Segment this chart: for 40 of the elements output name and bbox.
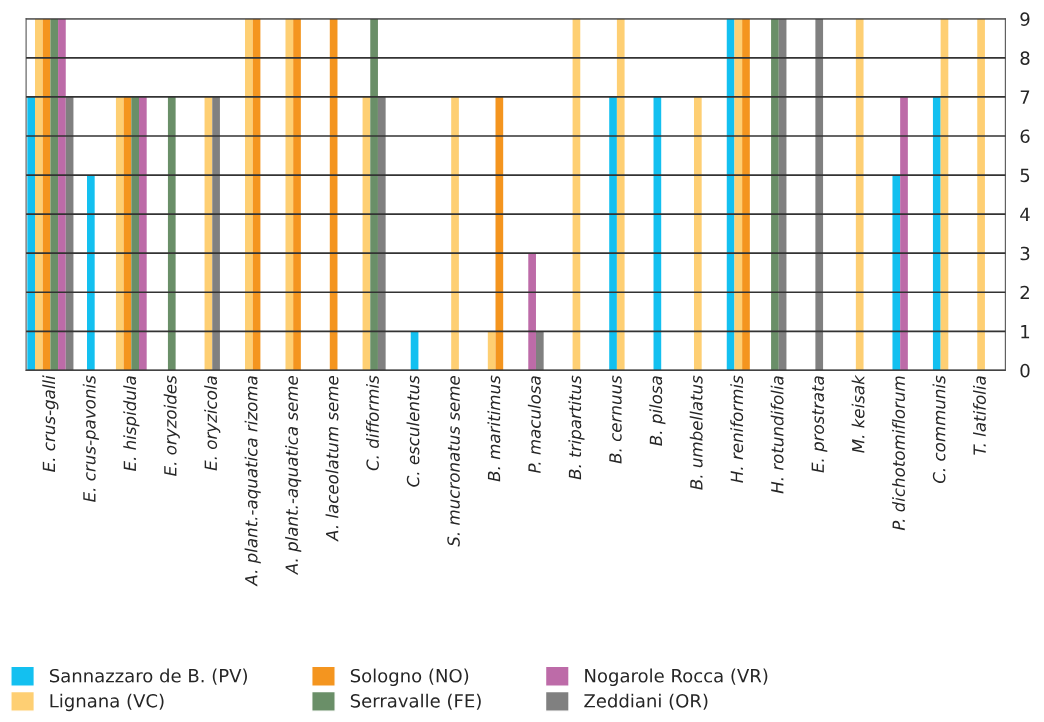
y-tick-label: 8 — [1020, 51, 1030, 65]
x-tick-label: E. oryzicola — [204, 376, 221, 471]
legend-label: Nogarole Rocca (VR) — [585, 668, 768, 687]
x-tick-label: B. umbellatus — [689, 375, 703, 490]
x-tick-label: E. oryzoides — [163, 375, 180, 476]
y-tick-label: 2 — [1020, 285, 1029, 300]
legend-label: Lignana (VC) — [50, 693, 164, 712]
legend-label: Serravalle (FE) — [350, 693, 481, 710]
x-tick-label: P. maculosa — [527, 376, 541, 474]
x-tick-label: E. hispidula — [123, 376, 140, 471]
x-tick-label: B. cernuus — [609, 375, 622, 464]
x-tick-label: B. tripartitus — [568, 375, 585, 480]
y-tick-label: 4 — [1020, 207, 1030, 221]
y-tick-label: 5 — [1020, 168, 1030, 183]
x-tick-label: B. pilosa — [649, 376, 666, 446]
x-tick-label: M. keisak — [851, 374, 865, 453]
x-tick-label: A. plant.-aquatica rizoma — [244, 376, 261, 587]
y-tick-label: 6 — [1020, 129, 1030, 144]
y-tick-label: 9 — [1020, 12, 1030, 26]
legend-label: Zeddiani (OR) — [584, 693, 708, 710]
x-tick-label: H. reniformis — [730, 375, 744, 483]
x-tick-label: B. maritimus — [487, 375, 501, 482]
x-tick-label: S. mucronatus seme — [447, 375, 460, 547]
x-tick-label: E. crus-galli — [42, 375, 59, 472]
y-tick-label: 7 — [1020, 90, 1030, 104]
x-tick-label: H. rotundifolia — [770, 376, 784, 494]
x-tick-label: E. prostrata — [811, 376, 828, 473]
y-tick-label: 1 — [1021, 325, 1030, 339]
x-tick-label: C. difformis — [366, 375, 379, 471]
x-tick-label: C. esculentus — [406, 375, 420, 487]
x-tick-label: C. communis — [932, 375, 946, 484]
x-tick-label: T. latifolia — [973, 376, 986, 455]
legend-label: Sannazzaro de B. (PV) — [49, 668, 247, 685]
legend-label: Sologno (NO) — [350, 668, 469, 687]
x-tick-label: A. laceolatum seme — [325, 375, 339, 542]
x-tick-label: A. plant.-aquatica seme — [285, 375, 302, 576]
y-tick-label: 3 — [1020, 246, 1030, 261]
y-tick-label: 0 — [1020, 363, 1030, 378]
x-tick-label: P. dichotomiflorum — [892, 376, 905, 531]
x-tick-label: E. crus-pavonis — [82, 375, 99, 502]
